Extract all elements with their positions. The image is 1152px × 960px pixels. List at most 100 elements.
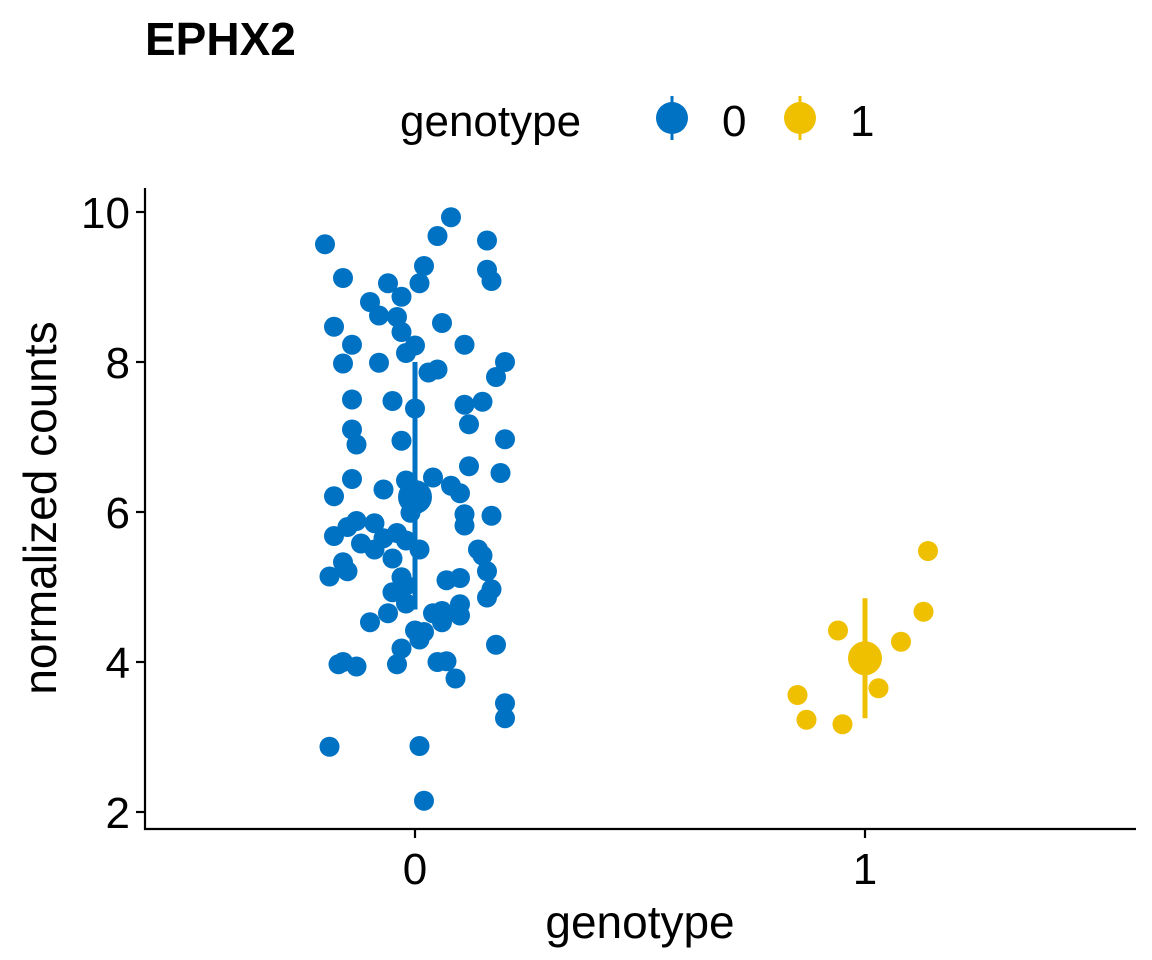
legend-key-0 <box>656 96 688 140</box>
data-point-genotype-0 <box>486 367 506 387</box>
points-layer <box>315 207 938 811</box>
data-point-genotype-0 <box>409 273 430 294</box>
data-point-genotype-0 <box>450 605 470 626</box>
chart-title: EPHX2 <box>145 13 296 65</box>
data-point-genotype-0 <box>387 654 407 675</box>
data-point-genotype-0 <box>414 256 434 276</box>
data-point-genotype-1 <box>796 709 817 730</box>
x-axis-title: genotype <box>545 896 734 948</box>
data-point-genotype-0 <box>373 479 394 500</box>
y-ticks: 2 4 6 8 10 <box>81 189 145 838</box>
data-point-genotype-0 <box>472 545 493 566</box>
data-point-genotype-0 <box>328 654 349 675</box>
data-point-genotype-0 <box>364 539 385 560</box>
data-point-genotype-0 <box>315 234 335 255</box>
data-point-genotype-0 <box>454 334 475 355</box>
data-point-genotype-0 <box>378 603 398 624</box>
data-point-genotype-0 <box>477 561 497 582</box>
data-point-genotype-1 <box>832 714 853 735</box>
data-point-genotype-0 <box>495 693 515 714</box>
legend: genotype 0 1 <box>400 96 874 146</box>
legend-key-1 <box>784 96 816 140</box>
data-point-genotype-0 <box>319 566 340 587</box>
data-point-genotype-0 <box>495 352 515 372</box>
summary-mean-genotype-1 <box>848 641 882 676</box>
data-point-genotype-0 <box>423 467 443 488</box>
data-point-genotype-0 <box>495 429 515 450</box>
data-point-genotype-0 <box>409 629 430 650</box>
data-point-genotype-0 <box>324 486 344 507</box>
y-tick-label: 10 <box>81 189 130 238</box>
data-point-genotype-0 <box>477 587 497 608</box>
data-point-genotype-0 <box>441 207 461 228</box>
data-point-genotype-0 <box>346 656 367 677</box>
data-point-genotype-0 <box>477 230 497 251</box>
data-point-genotype-1 <box>918 541 938 561</box>
data-point-genotype-0 <box>337 561 358 582</box>
data-point-genotype-0 <box>454 515 475 536</box>
data-point-genotype-0 <box>391 322 412 342</box>
data-point-genotype-0 <box>342 389 362 410</box>
data-point-genotype-0 <box>369 352 389 373</box>
data-point-genotype-0 <box>396 593 416 614</box>
data-point-genotype-0 <box>486 634 506 655</box>
data-point-genotype-0 <box>360 612 380 633</box>
y-tick-label: 4 <box>106 639 130 688</box>
y-tick-label: 8 <box>106 339 130 388</box>
data-point-genotype-0 <box>391 286 412 307</box>
data-point-genotype-0 <box>481 271 502 291</box>
legend-label-0: 0 <box>722 97 746 146</box>
data-point-genotype-0 <box>445 668 466 689</box>
legend-key-0-bar <box>670 96 674 140</box>
y-tick-label: 2 <box>106 789 130 838</box>
data-point-genotype-0 <box>459 456 479 477</box>
data-point-genotype-0 <box>450 568 470 588</box>
data-point-genotype-0 <box>490 463 511 483</box>
data-point-genotype-0 <box>391 638 412 659</box>
x-tick-label: 0 <box>403 845 427 894</box>
data-point-genotype-0 <box>436 651 457 672</box>
data-point-genotype-0 <box>324 316 344 337</box>
data-point-genotype-0 <box>382 582 403 603</box>
data-point-genotype-0 <box>342 334 362 355</box>
data-point-genotype-1 <box>828 620 848 641</box>
legend-label-1: 1 <box>850 97 874 146</box>
data-point-genotype-0 <box>333 268 353 288</box>
data-point-genotype-1 <box>913 601 934 622</box>
data-point-genotype-0 <box>414 790 434 811</box>
summary-mean-genotype-0 <box>398 480 432 514</box>
x-tick-label: 1 <box>853 845 877 894</box>
data-point-genotype-0 <box>427 226 448 246</box>
data-point-genotype-0 <box>391 430 412 451</box>
data-point-genotype-0 <box>324 526 344 546</box>
data-point-genotype-0 <box>346 434 367 455</box>
data-point-genotype-0 <box>432 612 452 633</box>
data-point-genotype-0 <box>454 394 475 415</box>
data-point-genotype-0 <box>382 548 403 569</box>
data-point-genotype-0 <box>409 736 430 756</box>
data-point-genotype-1 <box>891 631 911 652</box>
legend-key-1-bar <box>798 96 802 140</box>
data-point-genotype-0 <box>450 483 470 504</box>
data-point-genotype-0 <box>387 307 407 327</box>
data-point-genotype-0 <box>342 419 362 440</box>
summary-layer <box>398 362 882 719</box>
data-point-genotype-0 <box>418 362 439 383</box>
data-point-genotype-0 <box>319 736 340 757</box>
data-point-genotype-0 <box>495 708 515 729</box>
data-point-genotype-0 <box>459 414 479 435</box>
data-point-genotype-0 <box>378 273 398 294</box>
data-point-genotype-1 <box>787 685 808 705</box>
data-point-genotype-0 <box>396 343 416 363</box>
y-tick-label: 6 <box>106 489 130 538</box>
y-axis-title: normalized counts <box>14 321 66 694</box>
data-point-genotype-0 <box>333 353 353 374</box>
legend-title: genotype <box>400 97 581 146</box>
data-point-genotype-0 <box>369 305 389 326</box>
data-point-genotype-0 <box>432 313 452 333</box>
data-point-genotype-1 <box>868 678 889 699</box>
data-point-genotype-0 <box>481 505 502 526</box>
data-point-genotype-0 <box>342 469 362 489</box>
data-point-genotype-0 <box>472 391 493 412</box>
